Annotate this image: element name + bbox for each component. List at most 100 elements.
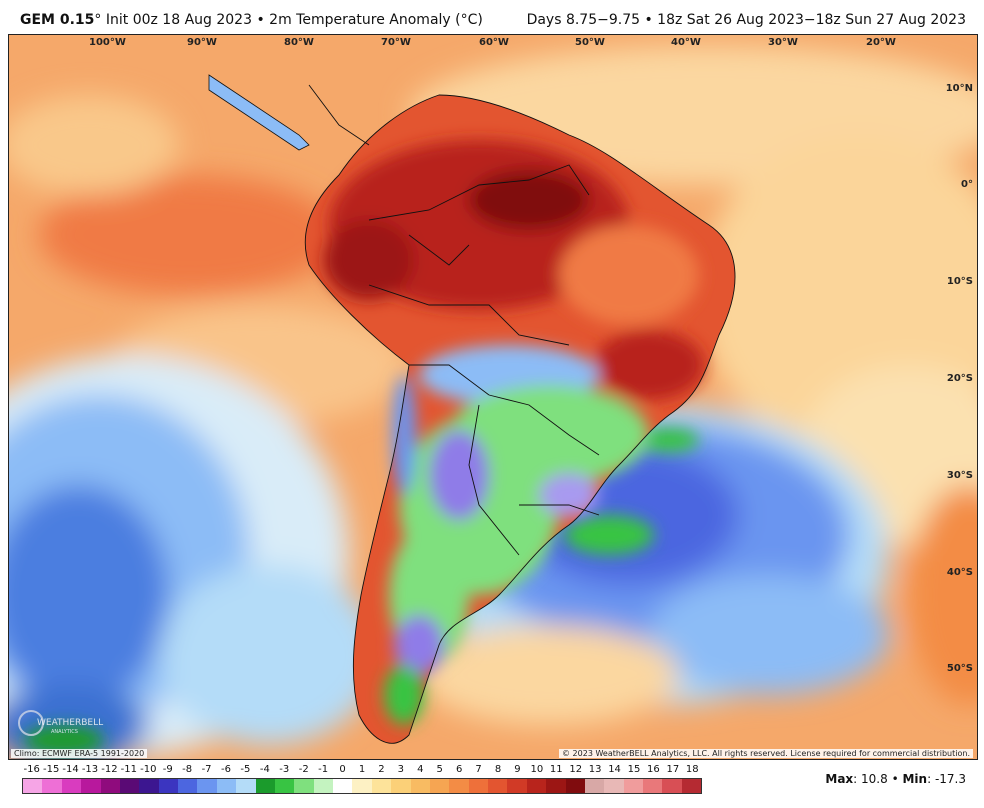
min-label: Min <box>902 772 928 786</box>
colorbar-tick-label: -12 <box>101 764 118 775</box>
header: GEM 0.15° Init 00z 18 Aug 2023 • 2m Temp… <box>0 0 984 36</box>
central-america <box>208 74 310 151</box>
colorbar-tick-label: -9 <box>162 764 173 775</box>
colorbar-tick-label: -16 <box>23 764 40 775</box>
colorbar-tick-label: -4 <box>259 764 270 775</box>
colorbar-swatch <box>23 779 43 793</box>
colorbar-swatch <box>255 779 275 793</box>
map-panel: 100°W 90°W 80°W 70°W 60°W 50°W 40°W 30°W… <box>8 34 978 760</box>
colorbar-tick-label: 2 <box>378 764 385 775</box>
colorbar-tick-label: 11 <box>549 764 563 775</box>
lon-label-80w: 80°W <box>284 37 314 48</box>
colorbar-swatch <box>681 779 702 793</box>
map-title: GEM 0.15° Init 00z 18 Aug 2023 • 2m Temp… <box>20 12 483 28</box>
colorbar-swatch <box>178 779 198 793</box>
colorbar-swatch <box>197 779 217 793</box>
colorbar-swatch <box>61 779 82 793</box>
lat-label-40s: 40°S <box>946 567 973 578</box>
colorbar-labels: -16 -15 -14 -13 -12 -11 -10 -9 -8 -7 -6 -5 -4 -3 -2 -1 0… <box>22 764 702 777</box>
colorbar-tick-label: -2 <box>298 764 309 775</box>
weatherbell-logo: WEATHERBELL ANALYTICS <box>18 710 103 736</box>
copyright-notice: © 2023 WeatherBELL Analytics, LLC. All r… <box>559 749 973 758</box>
max-min-stats: Max: 10.8 • Min: -17.3 <box>825 772 966 786</box>
logo-subtext: ANALYTICS <box>51 729 78 735</box>
colorbar-swatch <box>313 779 333 793</box>
colorbar-swatch <box>507 779 527 793</box>
lon-label-20w: 20°W <box>866 37 896 48</box>
colorbar-legend: -16 -15 -14 -13 -12 -11 -10 -9 -8 -7 -6 -5 -4 -3 -2 -1 0… <box>22 764 702 794</box>
colorbar-tick-label: -5 <box>240 764 251 775</box>
colorbar-swatch <box>216 779 237 793</box>
colorbar-tick-label: 8 <box>494 764 502 775</box>
colorbar-swatch <box>526 779 547 793</box>
max-label: Max <box>825 772 854 786</box>
logo-text: WEATHERBELL <box>37 718 103 728</box>
min-value: -17.3 <box>934 772 966 786</box>
temperature-anomaly-map <box>9 35 977 759</box>
colorbar-tick-label: 3 <box>397 764 405 775</box>
colorbar-tick-label: 16 <box>647 764 660 775</box>
model-name: GEM 0.15 <box>20 12 95 28</box>
colorbar-tick-label: -11 <box>120 764 138 775</box>
lat-label-30s: 30°S <box>946 470 973 481</box>
colorbar-swatch <box>643 779 663 793</box>
colorbar-tick-label: -13 <box>81 764 99 775</box>
colorbar-tick-label: -6 <box>221 764 231 775</box>
colorbar-swatch <box>488 779 508 793</box>
colorbar-tick-label: -14 <box>62 764 79 775</box>
lon-label-30w: 30°W <box>768 37 798 48</box>
lon-label-50w: 50°W <box>575 37 605 48</box>
colorbar-tick-label: 14 <box>608 764 621 775</box>
colorbar-tick-label: 17 <box>666 764 680 775</box>
max-value: 10.8 <box>861 772 888 786</box>
colorbar-tick-label: -8 <box>182 764 193 775</box>
colorbar-tick-label: 9 <box>514 764 521 775</box>
colorbar-swatch <box>449 779 469 793</box>
colorbar-swatch <box>410 779 430 793</box>
colorbar-swatch <box>371 779 392 793</box>
lat-label-20s: 20°S <box>946 373 973 384</box>
colorbar-swatch <box>604 779 624 793</box>
stats-bullet: • <box>891 772 899 786</box>
colorbar-tick-label: 7 <box>475 764 482 775</box>
colorbar-tick-label: 12 <box>569 764 583 775</box>
colorbar-swatch <box>274 779 295 793</box>
ocean-green-patches <box>24 428 699 755</box>
colorbar-strip <box>22 778 702 794</box>
colorbar-swatch <box>429 779 450 793</box>
colorbar-swatch <box>352 779 372 793</box>
lon-label-40w: 40°W <box>671 37 701 48</box>
colorbar-tick-label: 5 <box>436 764 443 775</box>
colorbar-tick-label: 0 <box>339 764 346 775</box>
title-separator: • <box>256 12 265 28</box>
country-borders <box>304 84 736 744</box>
colorbar-swatch <box>158 779 178 793</box>
valid-time: Days 8.75−9.75 • 18z Sat 26 Aug 2023−18z… <box>526 12 966 28</box>
colorbar-tick-label: 10 <box>530 764 544 775</box>
colorbar-swatch <box>391 779 411 793</box>
colorbar-tick-label: 4 <box>417 764 424 775</box>
colorbar-swatch <box>81 779 101 793</box>
colorbar-tick-label: 6 <box>455 764 463 775</box>
colorbar-swatch <box>100 779 120 793</box>
lon-label-100w: 100°W <box>89 37 126 48</box>
colorbar-swatch <box>42 779 62 793</box>
colorbar-swatch <box>546 779 566 793</box>
colorbar-swatch <box>584 779 605 793</box>
colorbar-tick-label: -10 <box>140 764 157 775</box>
colorbar-tick-label: -3 <box>279 764 290 775</box>
lat-label-50s: 50°S <box>946 663 973 674</box>
lat-label-0: 0° <box>961 179 973 190</box>
ocean-anomaly-fields <box>9 45 977 759</box>
colorbar-tick-label: -1 <box>318 764 329 775</box>
colorbar-tick-label: 1 <box>358 764 366 775</box>
colorbar-swatch <box>623 779 643 793</box>
lon-label-70w: 70°W <box>381 37 411 48</box>
colorbar-tick-label: -15 <box>42 764 60 775</box>
lat-label-10n: 10°N <box>945 83 973 94</box>
colorbar-swatch <box>119 779 140 793</box>
colorbar-swatch <box>333 779 353 793</box>
colorbar-tick-label: 18 <box>685 764 699 775</box>
lon-label-90w: 90°W <box>187 37 217 48</box>
degree-sign: ° <box>94 12 102 28</box>
